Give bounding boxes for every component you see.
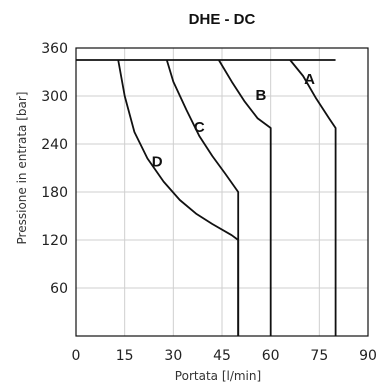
x-axis-label: Portata [l/min] [175, 369, 261, 383]
curve-label-c: C [194, 119, 205, 136]
curves [76, 59, 337, 336]
tick-labels: 0 15 30 45 60 75 90 60 120 180 240 300 360 [41, 41, 377, 364]
x-tick-label-45: 45 [213, 348, 231, 364]
curve-b [218, 59, 272, 336]
plot-border [75, 47, 369, 337]
curve-c [165, 59, 240, 336]
x-tick-label-30: 30 [164, 348, 182, 364]
curve-label-d: D [152, 153, 163, 170]
plot-frame [75, 47, 369, 337]
y-tick-label-240: 240 [41, 137, 68, 153]
y-tick-label-60: 60 [50, 281, 68, 297]
curve-d [117, 59, 240, 336]
x-tick-label-15: 15 [116, 348, 134, 364]
chart-title: DHE - DC [189, 11, 256, 28]
y-tick-label-180: 180 [41, 185, 68, 201]
x-tick-label-60: 60 [262, 348, 280, 364]
curve-labels: A B C D [152, 71, 315, 170]
grid-lines [76, 48, 368, 336]
x-tick-label-0: 0 [72, 348, 81, 364]
x-tick-label-75: 75 [310, 348, 328, 364]
curve-label-b: B [256, 87, 267, 104]
y-tick-label-120: 120 [41, 233, 68, 249]
y-axis-label: Pressione in entrata [bar] [15, 92, 29, 245]
y-tick-label-360: 360 [41, 41, 68, 57]
x-tick-label-90: 90 [359, 348, 377, 364]
curve-label-a: A [304, 71, 315, 88]
y-tick-label-300: 300 [41, 89, 68, 105]
curve-a [289, 59, 337, 336]
